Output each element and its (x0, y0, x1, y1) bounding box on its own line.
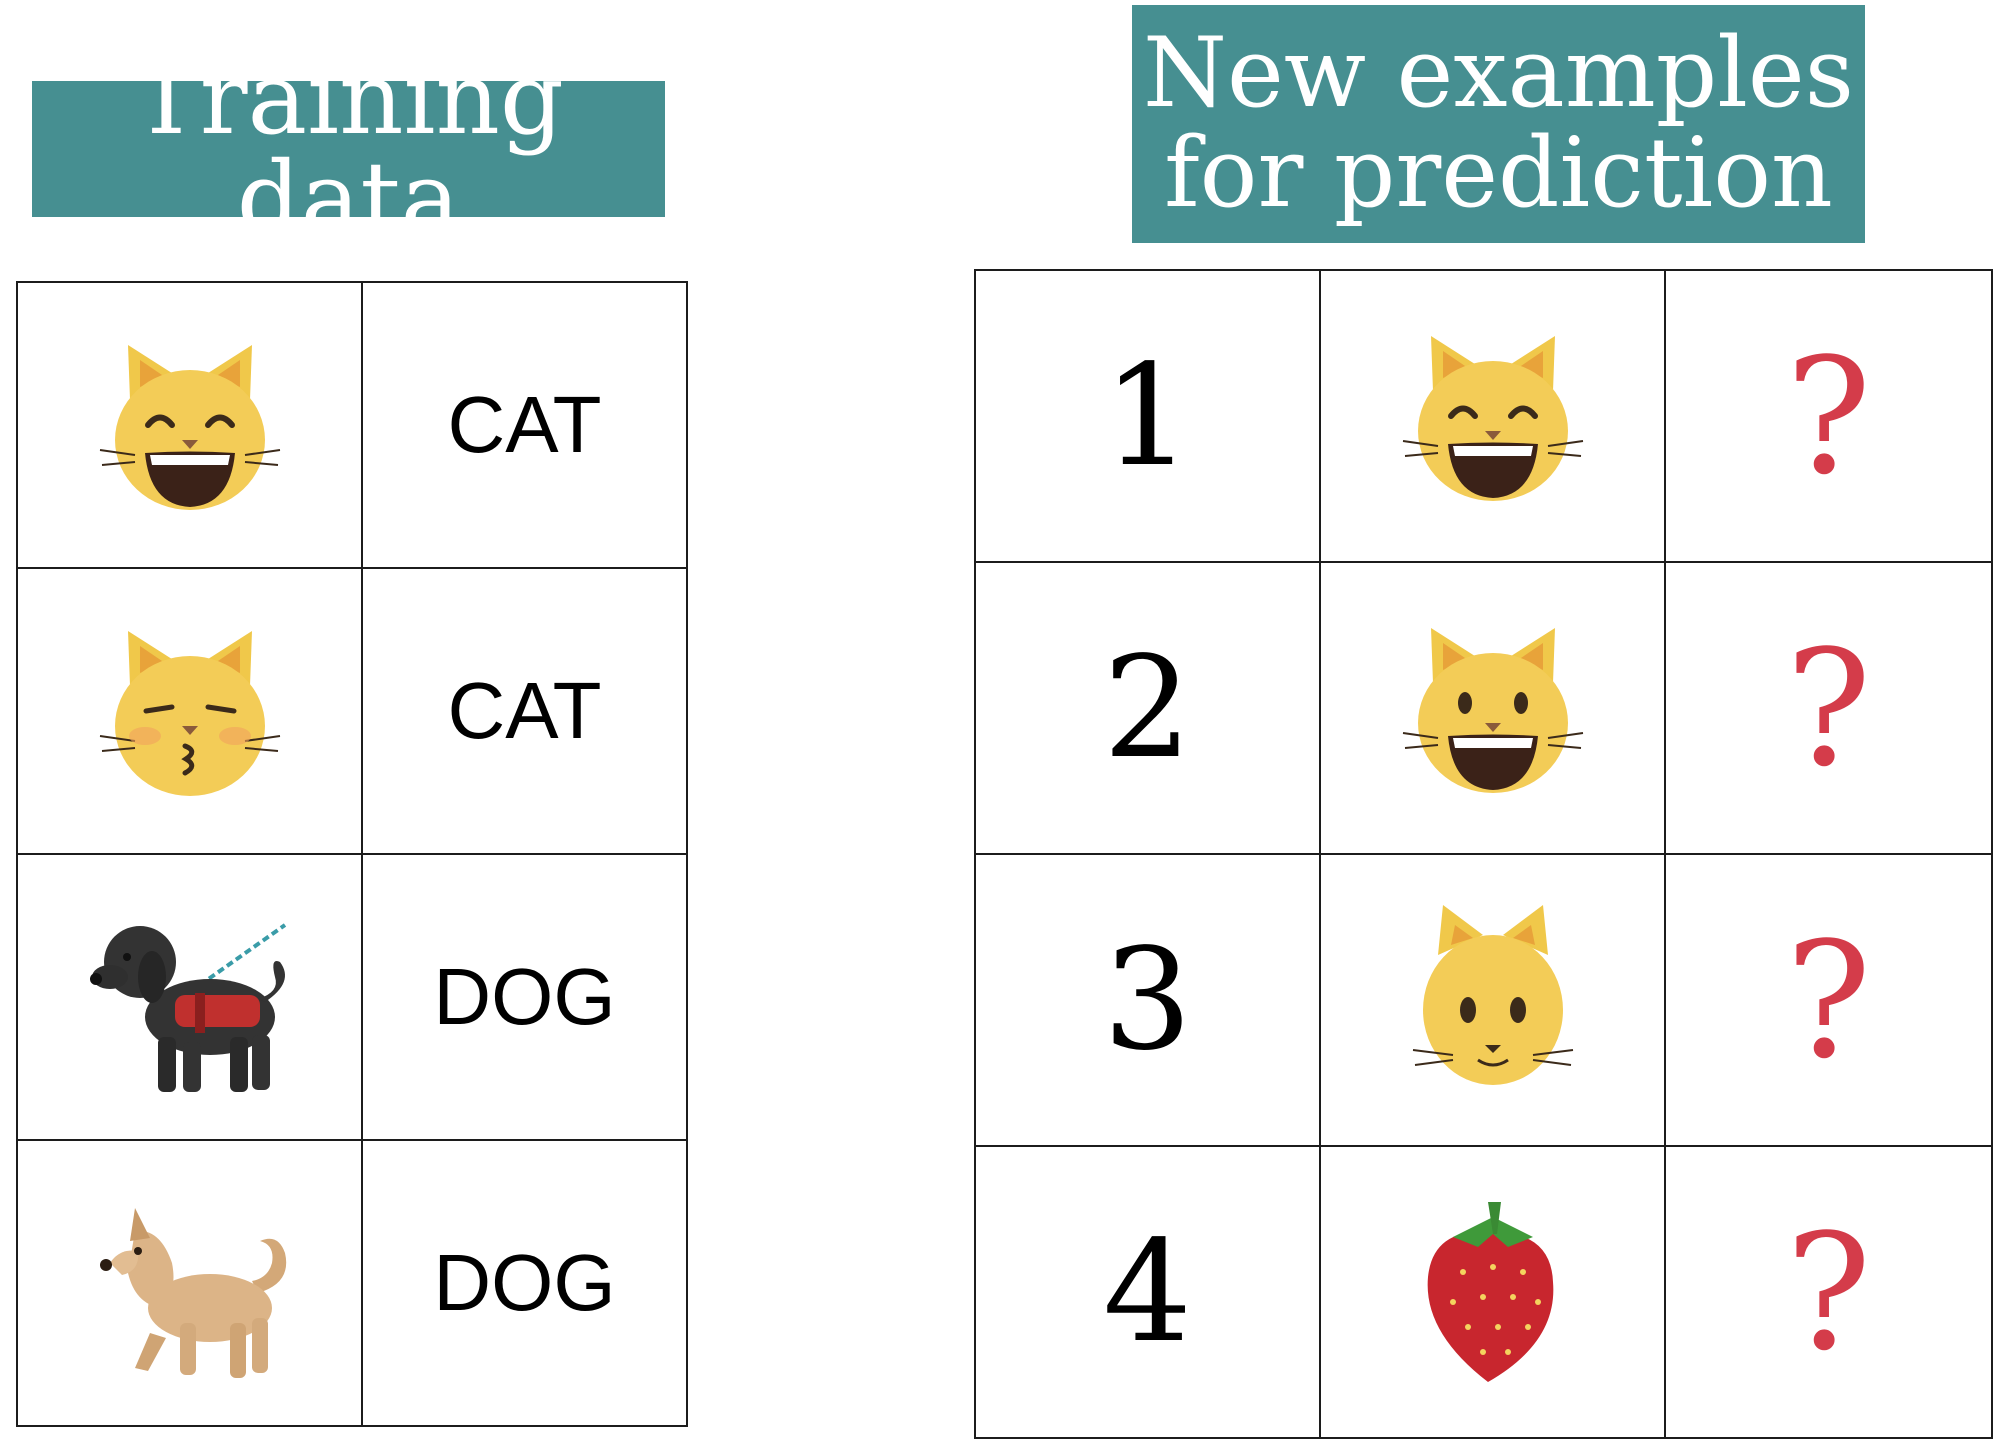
class-label: DOG (433, 952, 616, 1041)
question-mark: ? (1785, 906, 1872, 1094)
label-cell: DOG (361, 1139, 688, 1427)
number-cell: 1 (974, 269, 1321, 563)
training-data-title: Training data (32, 49, 665, 249)
grinning-cat-smiling-eyes-icon (1401, 335, 1584, 502)
image-cell (1319, 1145, 1666, 1439)
question-mark: ? (1785, 322, 1872, 510)
image-cell (1319, 269, 1666, 563)
table-row: DOG (16, 853, 688, 1141)
label-cell: CAT (361, 281, 688, 569)
image-cell (16, 281, 363, 569)
table-row: 1 ? (974, 269, 1993, 563)
image-cell (16, 567, 363, 855)
table-row: CAT (16, 567, 688, 855)
question-mark: ? (1785, 614, 1872, 802)
number-cell: 3 (974, 853, 1321, 1147)
prediction-title: New examples for prediction (1132, 5, 1865, 243)
image-cell (16, 1139, 363, 1427)
strawberry-icon (1427, 1202, 1553, 1382)
class-label: CAT (447, 380, 602, 469)
table-row: 4 ? (974, 1145, 1993, 1439)
number-cell: 2 (974, 561, 1321, 855)
number-cell: 4 (974, 1145, 1321, 1439)
table-row: 3 ? (974, 853, 1993, 1147)
class-label: CAT (447, 666, 602, 755)
prediction-cell: ? (1664, 1145, 1993, 1439)
prediction-table: 1 ? 2 ? 3 ? (974, 269, 1993, 1439)
grinning-cat-icon (98, 344, 281, 511)
question-mark: ? (1785, 1198, 1872, 1386)
example-number: 1 (1102, 334, 1193, 498)
example-number: 4 (1102, 1210, 1193, 1374)
dog-icon (99, 1208, 286, 1378)
kissing-cat-icon (98, 630, 281, 797)
prediction-cell: ? (1664, 269, 1993, 563)
image-cell (16, 853, 363, 1141)
service-dog-icon (89, 923, 286, 1092)
image-cell (1319, 853, 1666, 1147)
example-number: 3 (1102, 918, 1193, 1082)
label-cell: DOG (361, 853, 688, 1141)
image-cell (1319, 561, 1666, 855)
prediction-cell: ? (1664, 561, 1993, 855)
class-label: DOG (433, 1238, 616, 1327)
table-row: DOG (16, 1139, 688, 1427)
example-number: 2 (1102, 626, 1193, 790)
prediction-cell: ? (1664, 853, 1993, 1147)
table-row: CAT (16, 281, 688, 569)
label-cell: CAT (361, 567, 688, 855)
cat-face-icon (1412, 905, 1573, 1085)
grinning-cat-icon (1401, 627, 1584, 794)
table-row: 2 ? (974, 561, 1993, 855)
training-table: CAT CAT DOG (16, 281, 688, 1427)
